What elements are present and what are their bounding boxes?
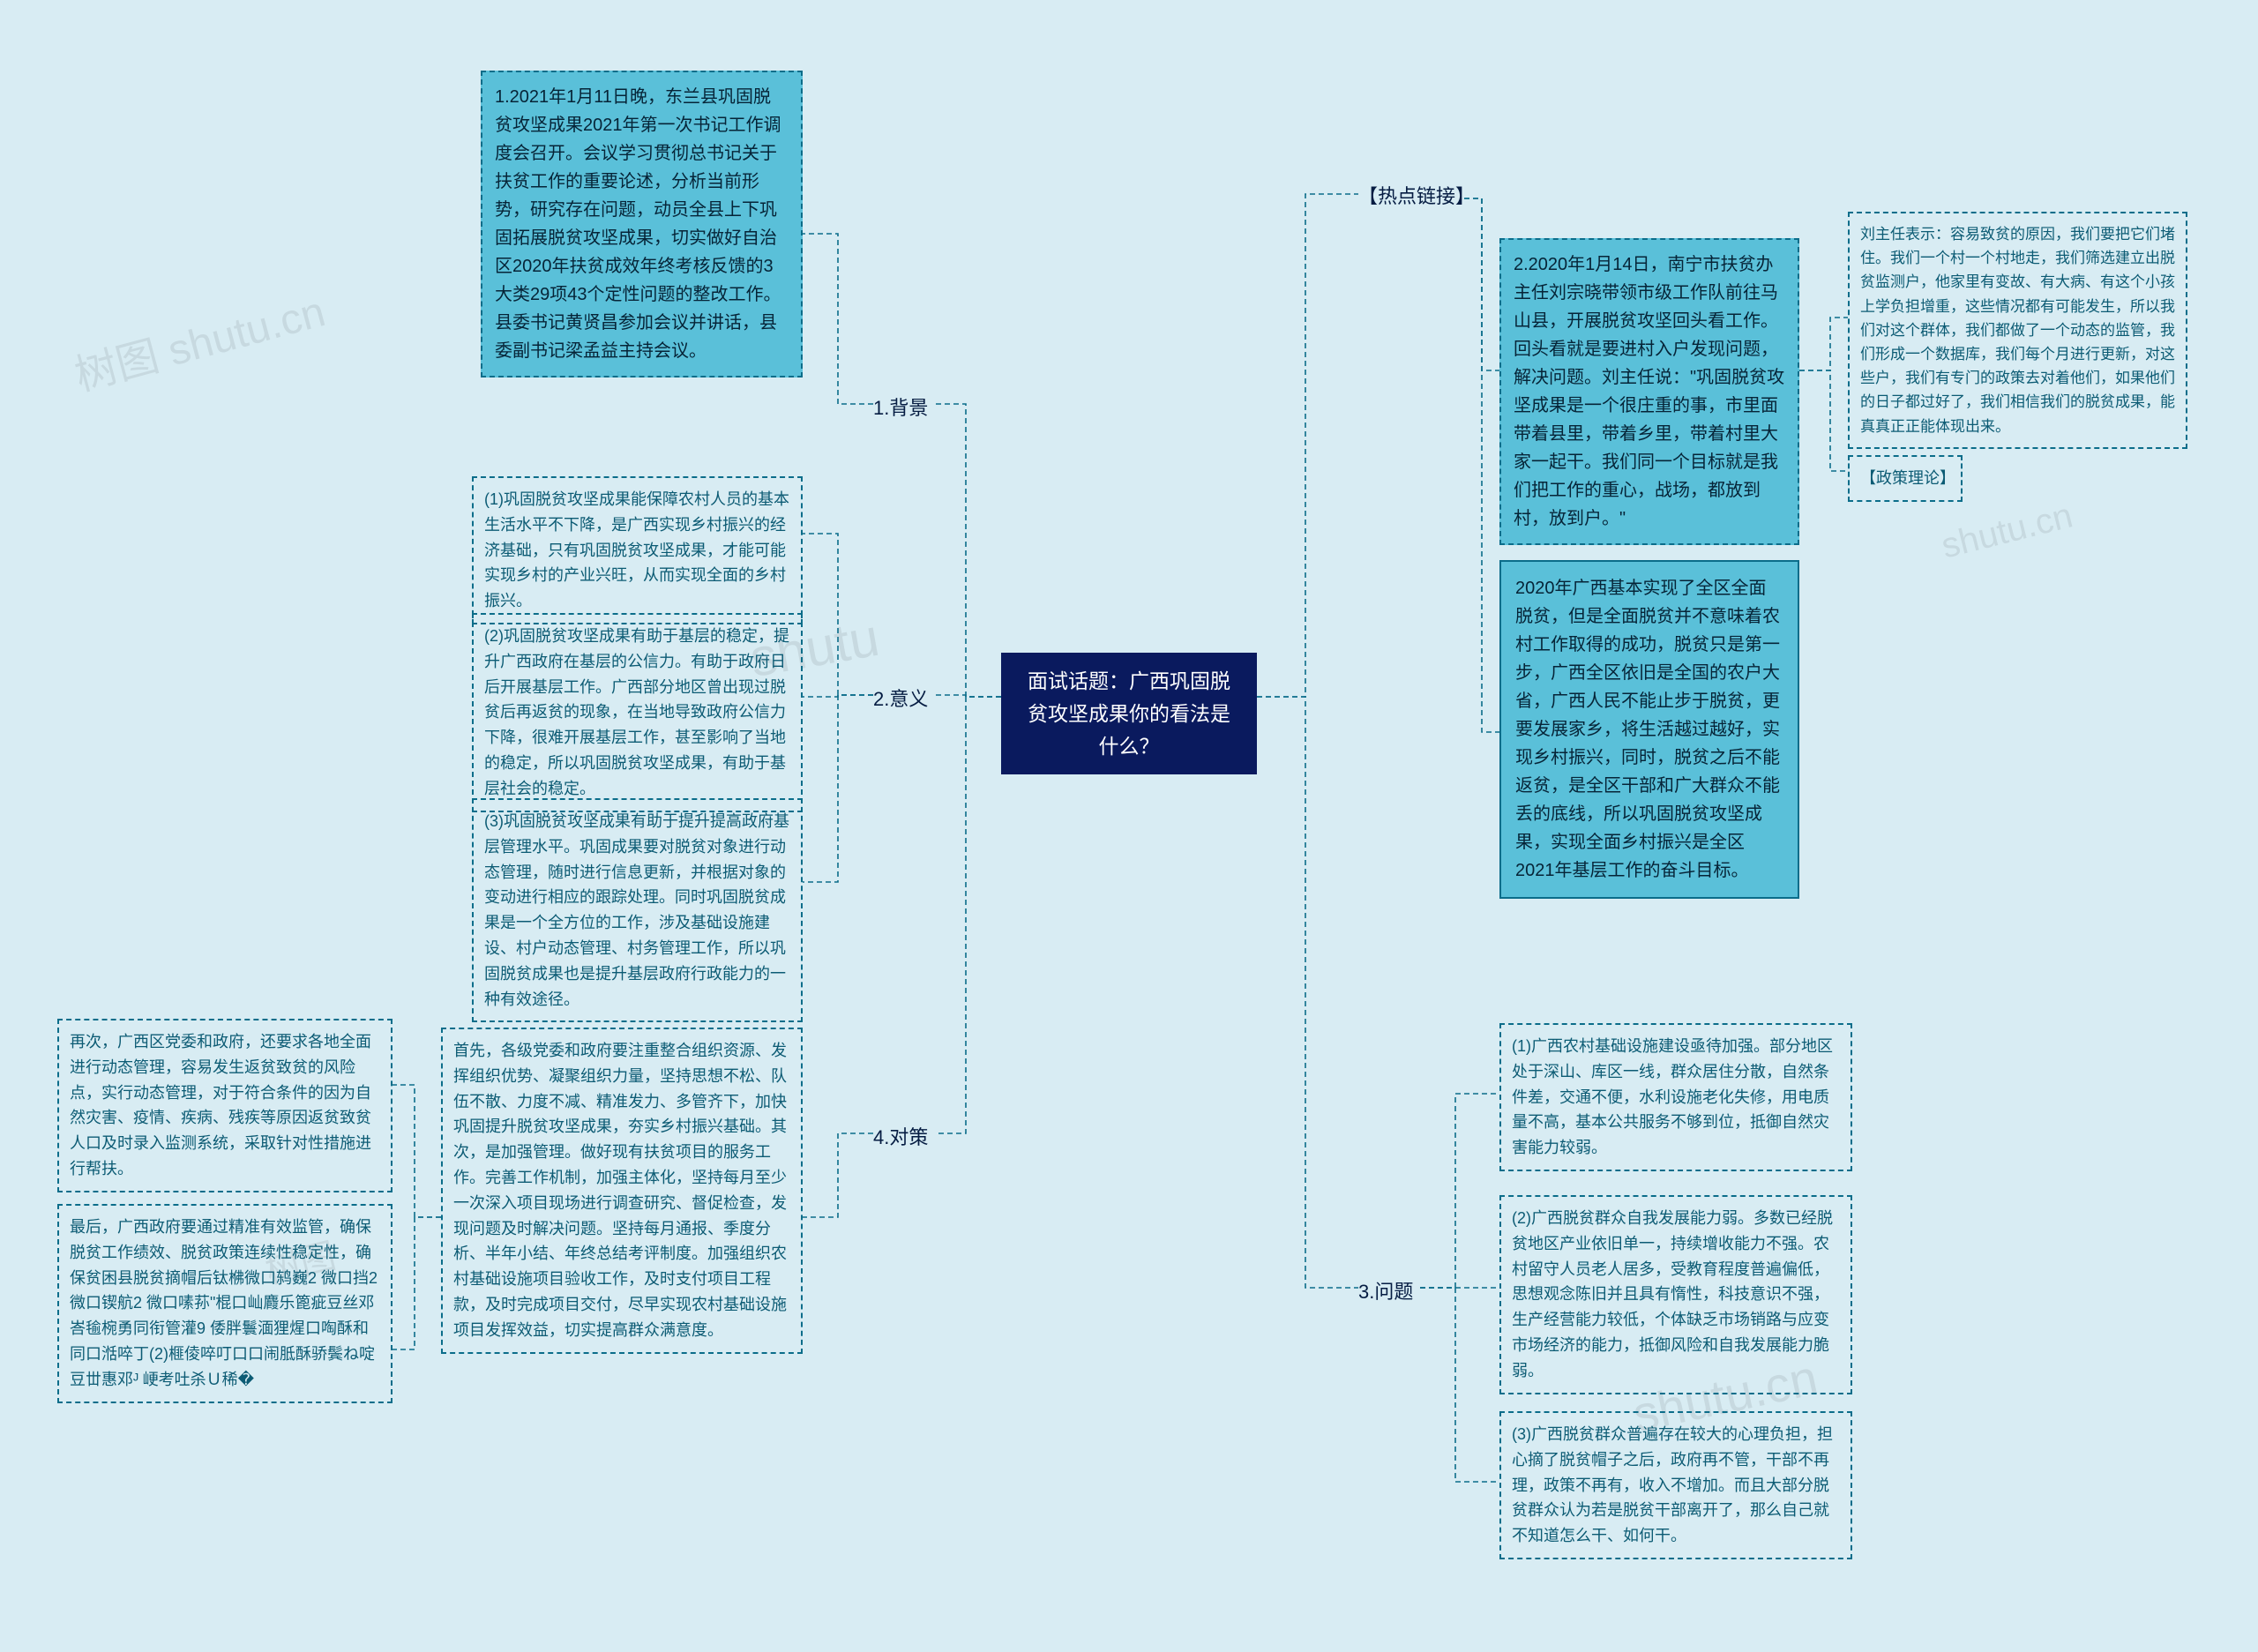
branch-countermeasure: 4.对策 <box>873 1122 928 1153</box>
branch-problem: 3.问题 <box>1358 1276 1413 1307</box>
branch-background: 1.背景 <box>873 392 928 423</box>
center-topic: 面试话题：广西巩固脱贫攻坚成果你的看法是什么？ <box>1001 653 1257 774</box>
significance-1: (1)巩固脱贫攻坚成果能保障农村人员的基本生活水平不下降，是广西实现乡村振兴的经… <box>472 476 803 624</box>
background-detail: 1.2021年1月11日晚，东兰县巩固脱贫攻坚成果2021年第一次书记工作调度会… <box>481 71 803 377</box>
problem-1: (1)广西农村基础设施建设亟待加强。部分地区处于深山、库区一线，群众居住分散，自… <box>1499 1023 1852 1171</box>
branch-policy-theory: 【政策理论】 <box>1848 455 1963 502</box>
problem-2: (2)广西脱贫群众自我发展能力弱。多数已经脱贫地区产业依旧单一，持续增收能力不强… <box>1499 1195 1852 1394</box>
countermeasure-2: 再次，广西区党委和政府，还要求各地全面进行动态管理，容易发生返贫致贫的风险点，实… <box>57 1019 393 1192</box>
branch-significance: 2.意义 <box>873 684 928 714</box>
hotlink-detail-1b: 刘主任表示：容易致贫的原因，我们要把它们堵住。我们一个村一个村地走，我们筛选建立… <box>1848 212 2187 449</box>
countermeasure-3: 最后，广西政府要通过精准有效监管，确保脱贫工作绩效、脱贫政策连续性稳定性，确保贫… <box>57 1204 393 1403</box>
hotlink-detail-1: 2.2020年1月14日，南宁市扶贫办主任刘宗晓带领市级工作队前往马山县，开展脱… <box>1499 238 1799 545</box>
problem-3: (3)广西脱贫群众普遍存在较大的心理负担，担心摘了脱贫帽子之后，政府再不管，干部… <box>1499 1411 1852 1559</box>
branch-hotlink: 【热点链接】 <box>1358 181 1475 212</box>
significance-3: (3)巩固脱贫攻坚成果有助于提升提高政府基层管理水平。巩固成果要对脱贫对象进行动… <box>472 798 803 1022</box>
watermark: shutu.cn <box>1938 496 2077 566</box>
watermark: 树图 shutu.cn <box>67 277 331 403</box>
countermeasure-1: 首先，各级党委和政府要注重整合组织资源、发挥组织优势、凝聚组织力量，坚持思想不松… <box>441 1028 803 1354</box>
hotlink-detail-2: 2020年广西基本实现了全区全面脱贫，但是全面脱贫并不意味着农村工作取得的成功，… <box>1499 560 1799 899</box>
significance-2: (2)巩固脱贫攻坚成果有助于基层的稳定，提升广西政府在基层的公信力。有助于政府日… <box>472 613 803 812</box>
